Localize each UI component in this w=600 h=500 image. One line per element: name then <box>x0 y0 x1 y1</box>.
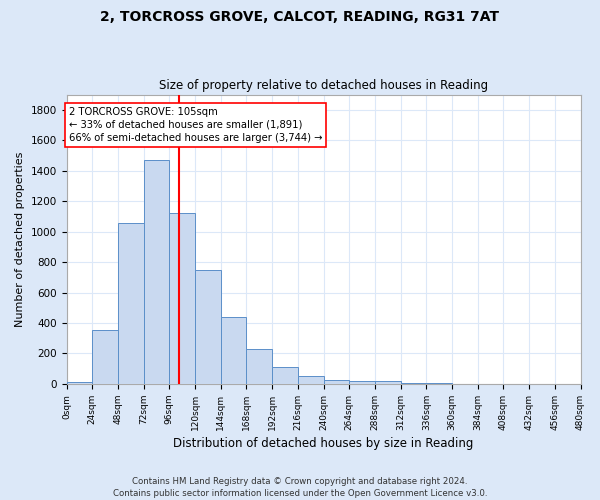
Bar <box>195 270 221 384</box>
Bar <box>221 317 247 384</box>
Bar <box>67 382 92 384</box>
Bar <box>323 380 349 384</box>
Bar <box>169 214 195 384</box>
Bar <box>375 381 401 384</box>
Text: Contains HM Land Registry data © Crown copyright and database right 2024.
Contai: Contains HM Land Registry data © Crown c… <box>113 476 487 498</box>
Bar <box>427 383 452 384</box>
Title: Size of property relative to detached houses in Reading: Size of property relative to detached ho… <box>159 79 488 92</box>
Bar <box>298 376 323 384</box>
X-axis label: Distribution of detached houses by size in Reading: Distribution of detached houses by size … <box>173 437 474 450</box>
Text: 2 TORCROSS GROVE: 105sqm
← 33% of detached houses are smaller (1,891)
66% of sem: 2 TORCROSS GROVE: 105sqm ← 33% of detach… <box>68 106 322 143</box>
Bar <box>143 160 169 384</box>
Bar <box>401 383 427 384</box>
Bar <box>349 381 375 384</box>
Bar <box>272 367 298 384</box>
Bar <box>118 222 143 384</box>
Text: 2, TORCROSS GROVE, CALCOT, READING, RG31 7AT: 2, TORCROSS GROVE, CALCOT, READING, RG31… <box>101 10 499 24</box>
Bar <box>92 330 118 384</box>
Y-axis label: Number of detached properties: Number of detached properties <box>15 152 25 327</box>
Bar <box>247 349 272 384</box>
